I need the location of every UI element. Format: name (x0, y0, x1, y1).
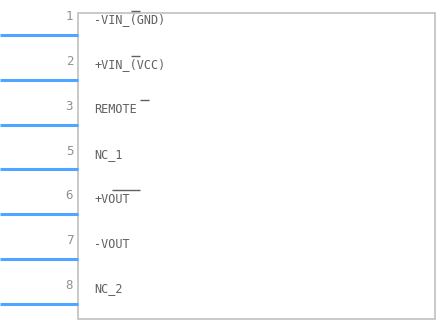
Text: 1: 1 (66, 10, 73, 23)
Text: -VIN_(GND): -VIN_(GND) (94, 13, 165, 27)
Text: +VOUT: +VOUT (94, 193, 130, 206)
Bar (78, 13, 435, 319)
Text: 2: 2 (66, 55, 73, 68)
Text: 5: 5 (66, 144, 73, 158)
Text: 6: 6 (66, 189, 73, 203)
Text: NC_1: NC_1 (94, 148, 123, 161)
Text: 3: 3 (66, 100, 73, 113)
Text: -VOUT: -VOUT (94, 237, 130, 251)
Text: 8: 8 (66, 279, 73, 292)
Text: 7: 7 (66, 234, 73, 247)
Text: +VIN_(VCC): +VIN_(VCC) (94, 58, 165, 71)
Text: REMOTE: REMOTE (94, 103, 137, 116)
Text: NC_2: NC_2 (94, 282, 123, 295)
